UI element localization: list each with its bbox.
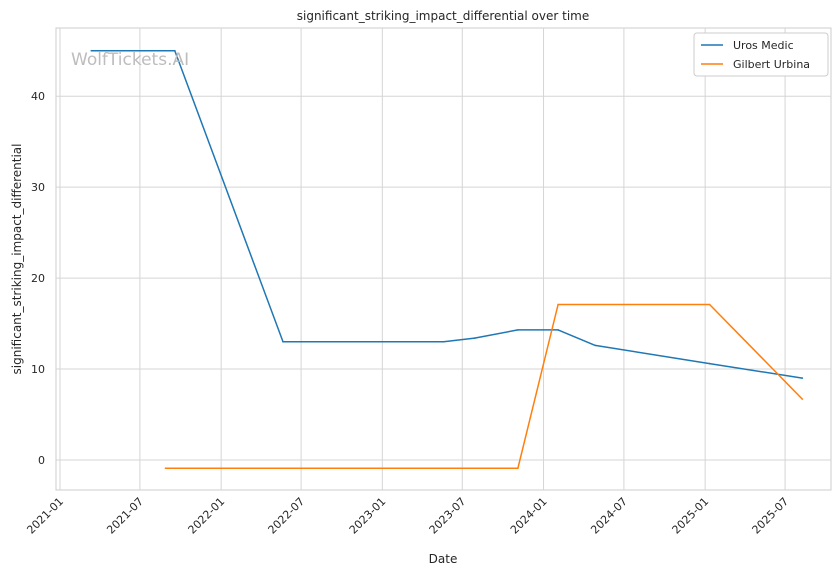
data-point-gilbert-urbina bbox=[164, 467, 167, 470]
series-line-uros-medic bbox=[91, 49, 803, 379]
x-tick-label: 2022-01 bbox=[186, 495, 228, 537]
x-tick-label: 2023-07 bbox=[427, 495, 469, 537]
x-tick-label: 2021-07 bbox=[104, 495, 146, 537]
data-point-uros-medic bbox=[90, 49, 93, 52]
chart-title: significant_striking_impact_differential… bbox=[297, 9, 589, 23]
data-point-uros-medic bbox=[801, 377, 804, 379]
data-point-gilbert-urbina bbox=[557, 303, 559, 306]
series-lines bbox=[90, 49, 804, 470]
y-tick-label: 40 bbox=[31, 90, 45, 103]
data-point-uros-medic bbox=[557, 329, 559, 331]
data-point-gilbert-urbina bbox=[517, 467, 519, 470]
data-point-uros-medic bbox=[174, 49, 176, 52]
data-point-uros-medic bbox=[517, 329, 519, 331]
grid-lines bbox=[56, 28, 831, 490]
y-tick-labels: 0 10 20 30 40 bbox=[31, 90, 45, 467]
x-tick-label: 2025-07 bbox=[749, 495, 791, 537]
y-tick-label: 0 bbox=[38, 454, 45, 467]
data-point-uros-medic bbox=[708, 362, 711, 365]
y-tick-label: 10 bbox=[31, 363, 45, 376]
data-point-uros-medic bbox=[442, 341, 445, 343]
x-tick-labels: 2021-01 2021-07 2022-01 2022-07 2023-01 2023-… bbox=[24, 495, 791, 537]
x-tick-label: 2022-07 bbox=[266, 495, 308, 537]
x-tick-label: 2021-01 bbox=[24, 495, 66, 537]
data-point-uros-medic bbox=[282, 341, 284, 343]
x-tick-label: 2023-01 bbox=[347, 495, 389, 537]
data-point-uros-medic bbox=[473, 337, 476, 339]
legend-label-gilbert-urbina: Gilbert Urbina bbox=[733, 58, 810, 71]
legend-box bbox=[693, 32, 829, 77]
data-point-gilbert-urbina bbox=[801, 398, 804, 400]
x-axis-label: Date bbox=[429, 552, 458, 566]
y-tick-label: 30 bbox=[31, 181, 45, 194]
x-tick-label: 2024-07 bbox=[588, 495, 630, 537]
plot-area bbox=[55, 27, 832, 491]
legend-label-uros-medic: Uros Medic bbox=[733, 39, 794, 52]
data-point-uros-medic bbox=[594, 344, 596, 347]
data-point-gilbert-urbina bbox=[708, 303, 711, 306]
y-axis-label: significant_striking_impact_differential bbox=[10, 144, 24, 375]
x-tick-label: 2024-01 bbox=[508, 495, 550, 537]
legend: Uros Medic Gilbert Urbina bbox=[693, 32, 829, 77]
watermark: WolfTickets.AI bbox=[71, 50, 189, 70]
y-tick-label: 20 bbox=[31, 272, 45, 285]
x-tick-label: 2025-01 bbox=[670, 495, 712, 537]
